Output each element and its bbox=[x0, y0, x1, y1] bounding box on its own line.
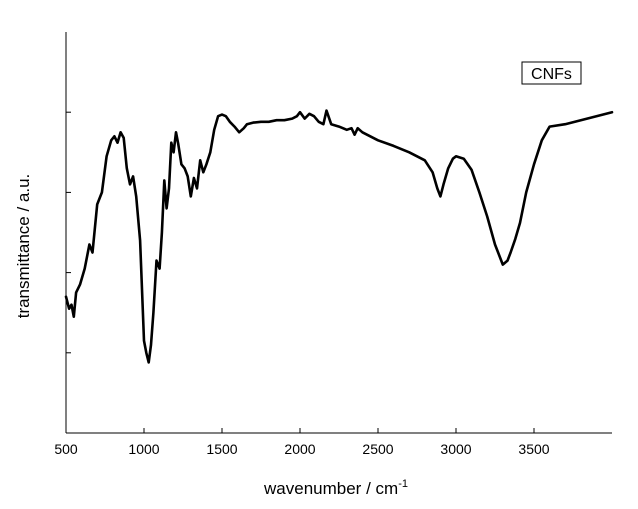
legend-label: CNFs bbox=[531, 66, 572, 83]
series-line-cnfs bbox=[64, 109, 614, 364]
x-tick-label: 3500 bbox=[518, 441, 549, 457]
x-tick-label: 3000 bbox=[440, 441, 471, 457]
x-tick-label: 500 bbox=[54, 441, 78, 457]
x-tick-label: 2500 bbox=[362, 441, 393, 457]
x-tick-label: 1500 bbox=[206, 441, 237, 457]
legend-box bbox=[521, 61, 582, 85]
x-tick-label: 2000 bbox=[284, 441, 315, 457]
y-ticks bbox=[66, 111, 71, 354]
legend: CNFs bbox=[521, 61, 582, 85]
x-tick-label: 1000 bbox=[128, 441, 159, 457]
axes bbox=[65, 32, 612, 434]
x-ticks: 500 1000 1500 2000 2500 3000 3500 bbox=[54, 428, 550, 457]
x-axis-title: wavenumber / cm-1 bbox=[263, 478, 408, 498]
x-axis-title-superscript: -1 bbox=[398, 478, 408, 490]
y-axis-title: transmittance / a.u. bbox=[14, 174, 33, 319]
